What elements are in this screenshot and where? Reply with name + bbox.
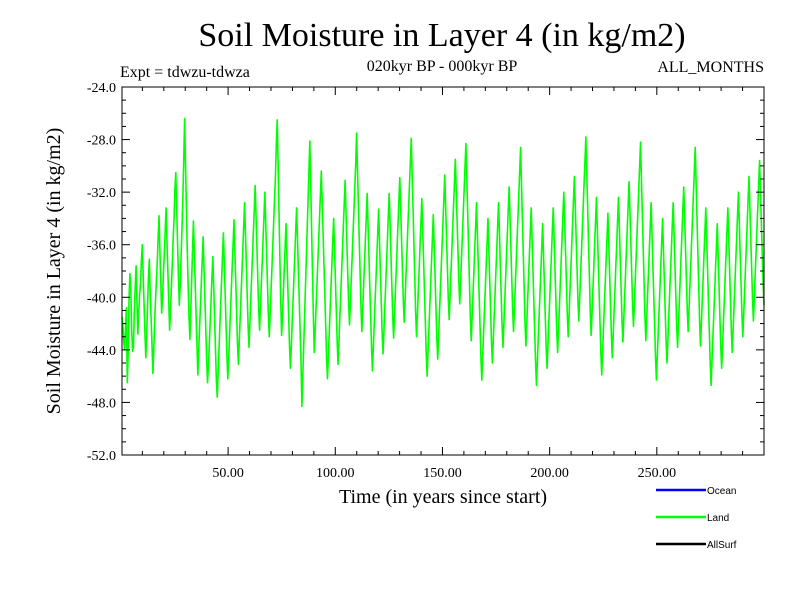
y-axis-label: Soil Moisture in Layer 4 (in kg/m2) (43, 128, 65, 415)
y-tick-label: -32.0 (87, 186, 116, 201)
y-tick-label: -48.0 (87, 396, 116, 411)
y-tick-label: -52.0 (87, 449, 116, 464)
chart-title: Soil Moisture in Layer 4 (in kg/m2) (198, 17, 685, 54)
legend-label-allsurf: AllSurf (707, 540, 737, 551)
x-tick-label: 50.00 (212, 466, 244, 481)
x-tick-label: 250.00 (638, 466, 677, 481)
x-tick-label: 100.00 (316, 466, 355, 481)
legend-label-land: Land (707, 513, 729, 524)
x-tick-label: 150.00 (423, 466, 462, 481)
x-tick-label: 200.00 (530, 466, 569, 481)
y-axis-ticks: -52.0 -48.0 -44.0 -40.0 -36.0 -32.0 -28.0 -24.0 (87, 81, 764, 464)
time-range-label: 020kyr BP - 000kyr BP (367, 58, 518, 75)
y-tick-label: -24.0 (87, 81, 116, 96)
legend: Ocean Land AllSurf (656, 486, 737, 551)
y-tick-label: -44.0 (87, 344, 116, 359)
x-axis-label: Time (in years since start) (339, 486, 547, 508)
experiment-label: Expt = tdwzu-tdwza (120, 64, 250, 81)
x-axis-ticks: 50.00 100.00 150.00 200.00 250.00 (141, 87, 744, 481)
y-tick-label: -40.0 (87, 291, 116, 306)
series-layer (121, 117, 765, 408)
series-line-land (121, 117, 765, 408)
legend-label-ocean: Ocean (707, 486, 736, 497)
months-label: ALL_MONTHS (657, 59, 764, 76)
y-tick-label: -36.0 (87, 239, 116, 254)
y-tick-label: -28.0 (87, 134, 116, 149)
plot-frame (121, 86, 765, 456)
